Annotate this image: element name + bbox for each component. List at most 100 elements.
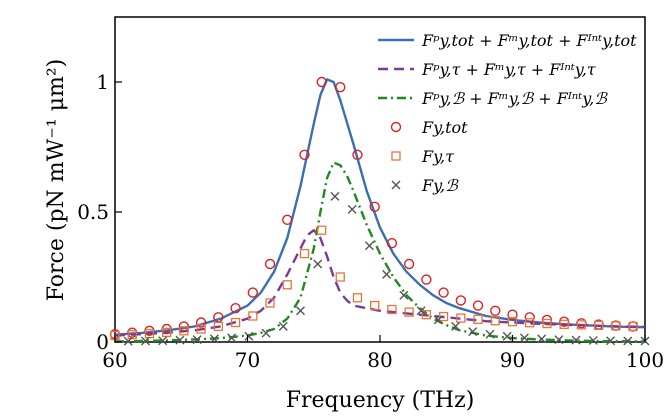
- ticks-layer: 60 70 80 90 100 0 0.5 1: [77, 70, 664, 372]
- series-3-point: [421, 274, 432, 285]
- series-5-point: [123, 336, 133, 346]
- series-4-point: [421, 310, 432, 320]
- series-4-point: [213, 321, 224, 332]
- x-tick-label: 90: [500, 348, 525, 372]
- series-5-point: [261, 328, 271, 338]
- series-3-point: [299, 149, 310, 161]
- series-4-point: [352, 293, 363, 303]
- series-layer: [109, 76, 650, 346]
- series-3-point: [472, 300, 484, 311]
- y-tick-label: 0.5: [77, 200, 109, 224]
- series-4-point: [507, 317, 518, 327]
- series-5-point: [399, 290, 409, 300]
- series-4-point: [456, 313, 466, 323]
- legend-label-2: Fᵖy,ℬ + Fᵐy,ℬ + Fᴵⁿᵗy,ℬ: [421, 89, 608, 108]
- series-4-point: [490, 316, 500, 326]
- series-5-point: [227, 333, 237, 343]
- series-5-point: [158, 336, 168, 346]
- series-3-point: [264, 258, 276, 270]
- series-4-point: [542, 318, 552, 329]
- legend-marker-4: [391, 151, 401, 161]
- series-5-point: [623, 336, 633, 346]
- series-5-point: [416, 306, 426, 316]
- series-3-point: [403, 258, 415, 270]
- series-5-point: [192, 335, 202, 345]
- series-4-point: [127, 330, 137, 340]
- legend: Fᵖy,tot + Fᵐy,tot + Fᴵⁿᵗy,tot Fᵖy,τ + Fᵐy…: [378, 31, 637, 195]
- series-5-point: [313, 259, 323, 269]
- series-4-point: [248, 311, 258, 321]
- series-3-point: [352, 149, 363, 161]
- series-4-point: [317, 225, 327, 235]
- series-line-0: [114, 78, 646, 336]
- y-tick-label: 0: [96, 330, 109, 354]
- series-3-point: [507, 309, 518, 320]
- series-3-point: [335, 81, 346, 93]
- series-4-point: [438, 311, 449, 322]
- legend-label-4: Fy,τ: [421, 147, 455, 166]
- legend-label-3: Fy,tot: [421, 118, 468, 137]
- series-4-point: [611, 321, 621, 331]
- series-5-point: [278, 321, 288, 331]
- series-5-point: [382, 269, 392, 279]
- series-5-point: [537, 334, 547, 344]
- series-4-point: [162, 327, 172, 338]
- series-5-point: [296, 306, 305, 316]
- series-4-point: [576, 320, 587, 330]
- series-3-point: [524, 312, 535, 323]
- series-4-point: [628, 321, 638, 332]
- series-5-point: [364, 241, 374, 251]
- series-4-point: [335, 272, 345, 282]
- series-3-point: [455, 295, 467, 306]
- series-4-point: [404, 307, 414, 317]
- series-4-point: [525, 318, 535, 328]
- series-3-point: [490, 305, 501, 316]
- series-5-point: [451, 321, 461, 331]
- x-tick-label: 80: [367, 348, 392, 372]
- series-5-point: [606, 336, 616, 346]
- series-5-point: [244, 331, 254, 341]
- series-5-point: [175, 335, 185, 345]
- series-4-point: [559, 319, 569, 329]
- series-3-point: [438, 287, 449, 298]
- series-4-point: [179, 326, 189, 336]
- x-axis-title: Frequency (THz): [286, 388, 475, 413]
- series-3-point: [247, 287, 259, 298]
- series-3-point: [230, 303, 241, 314]
- series-3-point: [386, 237, 398, 249]
- series-4-point: [370, 300, 380, 311]
- series-5-point: [433, 315, 443, 325]
- legend-label-1: Fᵖy,τ + Fᵐy,τ + Fᴵⁿᵗy,τ: [421, 60, 597, 79]
- legend-marker-5: [391, 180, 401, 190]
- legend-marker-3: [390, 121, 402, 133]
- x-tick-label: 60: [102, 348, 127, 372]
- series-4-point: [282, 280, 292, 290]
- x-tick-label: 70: [235, 348, 260, 372]
- y-axis-title: Force (pN mW⁻¹ μm²): [44, 59, 69, 302]
- series-5-point: [554, 335, 564, 345]
- series-5-point: [140, 336, 150, 346]
- series-4-point: [299, 248, 310, 259]
- series-5-point: [571, 335, 581, 345]
- series-3-point: [282, 214, 293, 226]
- series-3-point: [369, 201, 380, 213]
- series-5-point: [588, 335, 598, 345]
- series-line-2: [114, 161, 646, 343]
- series-5-point: [519, 333, 529, 343]
- series-5-point: [330, 191, 340, 201]
- series-4-point: [593, 320, 604, 331]
- series-4-point: [230, 317, 241, 328]
- series-5-point: [502, 331, 512, 341]
- legend-label-5: Fy,ℬ: [421, 176, 459, 195]
- series-5-point: [485, 329, 495, 339]
- series-5-point: [468, 327, 478, 337]
- series-5-point: [347, 204, 357, 214]
- series-5-point: [209, 334, 219, 344]
- series-4-point: [387, 304, 397, 315]
- legend-label-0: Fᵖy,tot + Fᵐy,tot + Fᴵⁿᵗy,tot: [421, 31, 637, 50]
- series-3-point: [316, 76, 327, 88]
- series-4-point: [473, 314, 483, 325]
- series-4-point: [265, 298, 275, 308]
- series-3-point: [195, 317, 207, 328]
